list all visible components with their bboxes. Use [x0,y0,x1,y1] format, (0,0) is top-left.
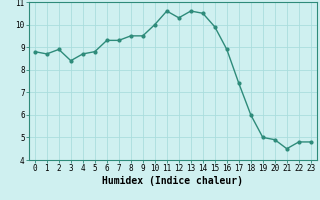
X-axis label: Humidex (Indice chaleur): Humidex (Indice chaleur) [102,176,243,186]
